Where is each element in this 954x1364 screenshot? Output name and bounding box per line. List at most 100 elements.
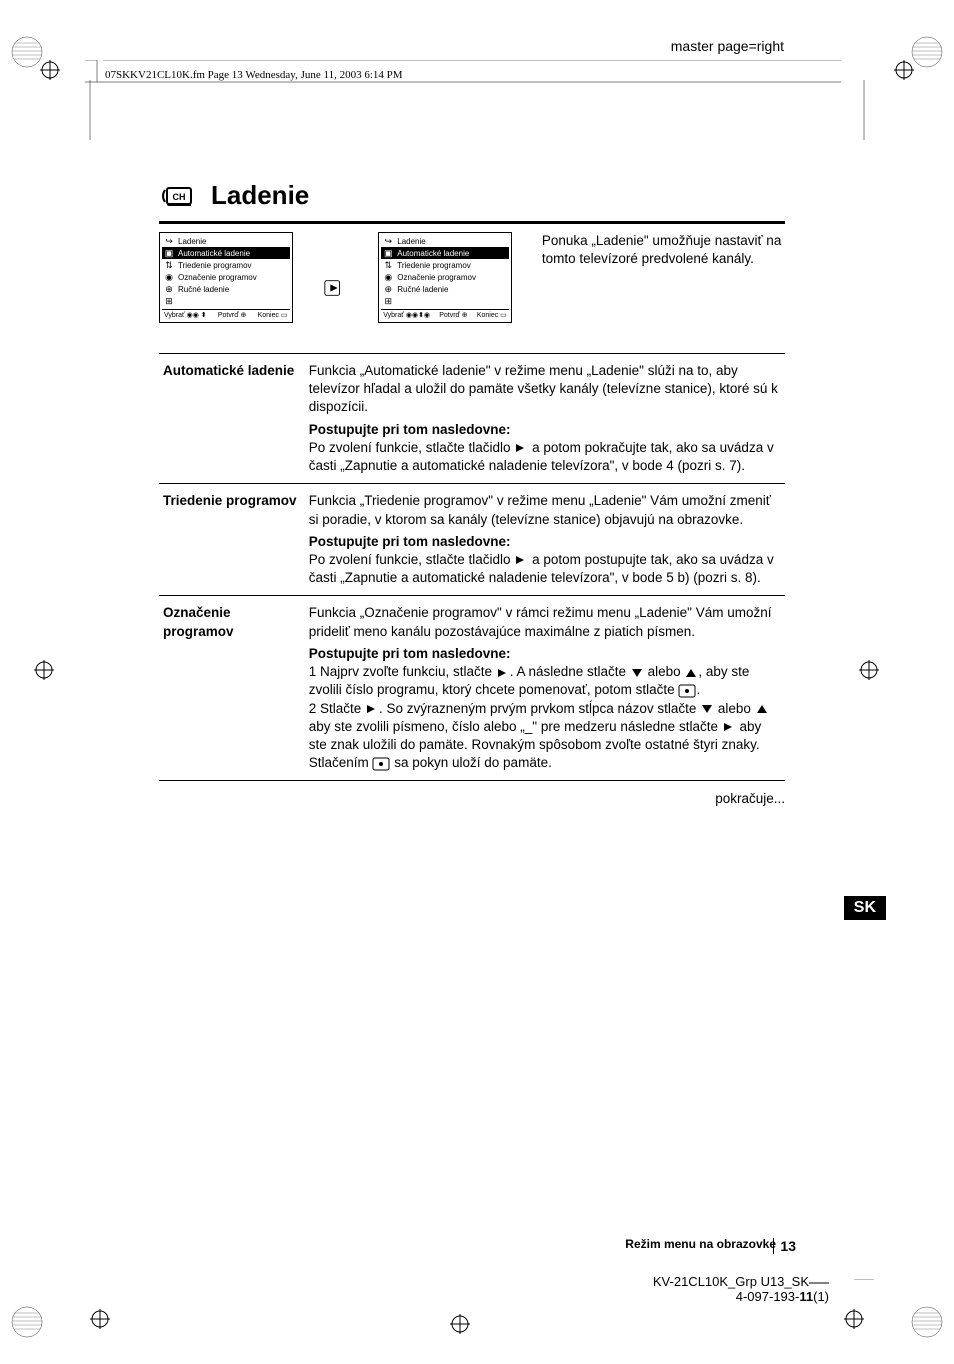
desc-text: Funkcia „Automatické ladenie" v režime m…: [309, 363, 778, 414]
feature-row-auto: Automatické ladenie Funkcia „Automatické…: [159, 354, 785, 484]
right-arrow-icon: [514, 442, 528, 454]
step-text: alebo: [714, 701, 755, 716]
svg-text:CH: CH: [173, 192, 186, 202]
crop-mark-mid-right: [859, 660, 879, 680]
hatched-circle-bottom-right: [910, 1305, 944, 1339]
feature-label: Označenie programov: [159, 596, 305, 781]
hatched-circle-bottom-left: [10, 1305, 44, 1339]
desc-text: Funkcia „Označenie programov" v rámci re…: [309, 605, 772, 638]
doc-id-part: (1): [813, 1289, 829, 1304]
hatched-circle-top-left: [10, 35, 44, 69]
page-footer-label: Režim menu na obrazovke: [625, 1237, 776, 1251]
label-icon: ◉: [383, 272, 393, 282]
feature-row-sort: Triedenie programov Funkcia „Triedenie p…: [159, 484, 785, 596]
step-text: 1 Najprv zvoľte funkciu, stlačte: [309, 664, 496, 679]
section-header: CH Ladenie: [159, 180, 785, 211]
step-text: sa pokyn uloží do pamäte.: [390, 755, 551, 770]
section-title: Ladenie: [211, 180, 309, 211]
crop-mark-bottom-center: [450, 1314, 470, 1334]
master-page-indicator: master page=right: [671, 38, 784, 54]
box-icon: ⊞: [383, 296, 393, 306]
section-divider: [159, 221, 785, 224]
right-arrow-icon: [323, 274, 349, 302]
feature-table: Automatické ladenie Funkcia „Automatické…: [159, 353, 785, 781]
menus-row: ↪ Ladenie ▣ Automatické ladenie ⇅ Triedenie…: [159, 232, 785, 323]
footer-vybrat: Vybrať: [383, 312, 404, 319]
menu-footer: Vybrať ◉◉ ⬍ Potvrď ⊕ Koniec ▭: [162, 309, 290, 320]
menu-box-left: ↪Ladenie ▣Automatické ladenie ⇅Triedenie…: [159, 232, 293, 323]
document-id: KV-21CL10K_Grp U13_SK 4-097-193-11(1): [653, 1274, 829, 1304]
menu-item-label: Triedenie programov: [397, 261, 471, 270]
desc-text: Funkcia „Triedenie programov" v režime m…: [309, 493, 771, 526]
menu-item-sort: ⇅ Triedenie programov: [381, 259, 509, 271]
menu-title: Ladenie: [397, 237, 425, 246]
menu-item-auto: ▣ Automatické ladenie: [381, 247, 509, 259]
crop-mark-top-right: [854, 60, 914, 140]
footer-vybrat: Vybrať: [164, 312, 185, 319]
tv-icon: ▣: [383, 248, 393, 258]
desc-text: Po zvolení funkcie, stlačte tlačidlo: [309, 440, 515, 455]
menu-item-manual: ⊕ Ručné ladenie: [381, 283, 509, 295]
footer-koniec: Koniec: [258, 312, 279, 319]
curved-arrow-icon: ↪: [383, 236, 393, 246]
desc-text: Po zvolení funkcie, stlačte tlačidlo: [309, 552, 515, 567]
subheading: Postupujte pri tom nasledovne:: [309, 645, 781, 663]
menu-item-label-prog: ◉ Označenie programov: [162, 271, 290, 283]
ok-button-icon: [678, 684, 696, 698]
menu-item-label: Označenie programov: [178, 273, 257, 282]
doc-id-line1: KV-21CL10K_Grp U13_SK: [653, 1274, 809, 1289]
sort-icon: ⇅: [383, 260, 393, 270]
subheading: Postupujte pri tom nasledovne:: [309, 421, 781, 439]
content-area: CH Ladenie ↪ Ladenie ▣ Automatické ladenie…: [159, 180, 785, 806]
doc-id-part: 4-097-193-: [736, 1289, 800, 1304]
up-arrow-icon: [684, 667, 698, 679]
feature-row-label: Označenie programov Funkcia „Označenie p…: [159, 596, 785, 781]
feature-desc: Funkcia „Triedenie programov" v režime m…: [305, 484, 785, 596]
crop-mark-bottom-left: [80, 1279, 140, 1339]
step-text: . So zvýrazneným prvým prvkom stĺpca náz…: [379, 701, 700, 716]
doc-id-bold: 11: [799, 1289, 813, 1304]
down-arrow-icon: [630, 667, 644, 679]
menu-item-manual: ⊕Ručné ladenie: [162, 283, 290, 295]
subheading: Postupujte pri tom nasledovne:: [309, 533, 781, 551]
step-text: 2 Stlačte: [309, 701, 365, 716]
menu-item-label: Automatické ladenie: [178, 249, 250, 258]
menu-item-label: Triedenie programov: [178, 261, 252, 270]
right-arrow-icon: [496, 667, 510, 679]
menu-item-blank: ⊞: [381, 295, 509, 307]
menu-item-label: Ručné ladenie: [178, 285, 229, 294]
feature-label: Triedenie programov: [159, 484, 305, 596]
label-icon: ◉: [164, 272, 174, 282]
feature-desc: Funkcia „Označenie programov" v rámci re…: [305, 596, 785, 781]
right-arrow-icon: [365, 703, 379, 715]
box-icon: ⊞: [164, 296, 174, 306]
curved-arrow-icon: ↪: [164, 236, 174, 246]
menu-item-label: Označenie programov: [397, 273, 476, 282]
intro-text: Ponuka „Ladenie" umožňuje nastaviť na to…: [542, 232, 785, 268]
right-arrow-icon: [514, 554, 528, 566]
line-connector-icon: [809, 1279, 829, 1287]
step-text: . A následne stlačte: [510, 664, 630, 679]
down-arrow-icon: [700, 703, 714, 715]
right-arrow-icon: [722, 721, 736, 733]
sort-icon: ⇅: [164, 260, 174, 270]
language-badge: SK: [844, 896, 886, 920]
continues-text: pokračuje...: [159, 791, 785, 806]
menu-item-label: Ručné ladenie: [397, 285, 448, 294]
feature-label: Automatické ladenie: [159, 354, 305, 484]
menu-footer: Vybrať ◉◉⬍◉ Potvrď ⊕ Koniec ▭: [381, 309, 509, 320]
step-text: aby ste zvolili písmeno, číslo alebo „_"…: [309, 719, 722, 734]
ok-button-icon: [372, 757, 390, 771]
menu-item-label: Automatické ladenie: [397, 249, 469, 258]
step-text: alebo: [644, 664, 685, 679]
feature-desc: Funkcia „Automatické ladenie" v režime m…: [305, 354, 785, 484]
manual-icon: ⊕: [383, 284, 393, 294]
up-arrow-icon: [755, 703, 769, 715]
footer-potvrd: Potvrď: [218, 312, 239, 319]
footer-potvrd: Potvrď: [439, 312, 460, 319]
file-header: 07SKKV21CL10K.fm Page 13 Wednesday, June…: [105, 69, 403, 81]
crop-mark-mid-left: [34, 660, 54, 680]
footer-koniec: Koniec: [477, 312, 498, 319]
hatched-circle-top-right: [910, 35, 944, 69]
page-number: 13: [773, 1238, 796, 1254]
